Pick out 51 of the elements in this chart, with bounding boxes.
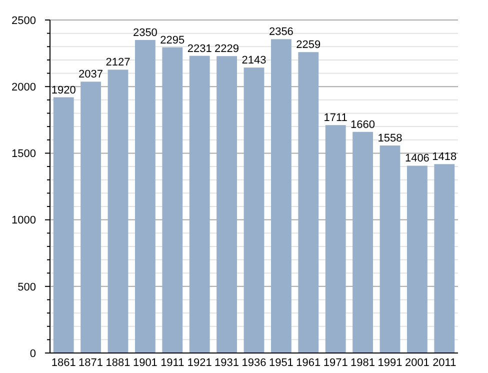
bar <box>80 82 101 353</box>
data-label: 2350 <box>132 26 158 39</box>
data-label: 2127 <box>106 56 130 69</box>
x-tick-label: 2011 <box>432 357 456 369</box>
x-tick-label: 1991 <box>378 357 402 369</box>
x-tick-label: 1921 <box>187 357 212 369</box>
x-tick-label: 1901 <box>132 357 158 369</box>
bar <box>407 166 428 353</box>
x-tick-label: 1961 <box>296 357 321 369</box>
bar <box>108 70 128 353</box>
data-label: 1711 <box>324 112 348 124</box>
x-tick-label: 1861 <box>51 357 76 369</box>
bar <box>352 132 373 353</box>
bar <box>380 145 400 353</box>
y-tick-label: 500 <box>18 281 36 294</box>
bar <box>216 56 237 353</box>
bar <box>244 68 264 353</box>
bar <box>298 52 319 353</box>
x-tick-label: 1911 <box>160 357 184 369</box>
x-tick-label: 1951 <box>268 357 294 369</box>
bar <box>53 97 74 353</box>
bar <box>189 56 210 353</box>
x-tick-label: 1881 <box>106 357 130 369</box>
data-label: 1406 <box>404 152 430 165</box>
x-tick-label: 1981 <box>350 357 376 369</box>
bar <box>434 164 455 353</box>
data-label: 2229 <box>214 43 240 56</box>
data-label: 1558 <box>378 132 402 144</box>
x-tick-label: 2001 <box>404 357 430 369</box>
bar <box>135 40 156 353</box>
bar <box>325 125 346 353</box>
data-label: 2295 <box>160 34 185 46</box>
data-label: 1660 <box>350 118 376 131</box>
x-tick-label: 1971 <box>323 357 348 369</box>
y-tick-label: 1500 <box>12 148 36 160</box>
data-label: 2259 <box>296 39 321 52</box>
x-tick-label: 1931 <box>214 357 240 369</box>
data-label: 2356 <box>268 26 294 38</box>
data-label: 1920 <box>51 84 76 96</box>
x-tick-label: 1936 <box>242 357 266 369</box>
data-label: 1418 <box>432 151 457 164</box>
bar <box>162 47 183 353</box>
x-tick-label: 1871 <box>78 357 104 369</box>
data-label: 2143 <box>242 54 266 67</box>
y-tick-label: 2000 <box>12 81 36 94</box>
bar <box>271 39 292 353</box>
y-tick-label: 2500 <box>12 14 36 27</box>
data-label: 2037 <box>78 68 104 81</box>
y-tick-label: 0 <box>30 348 36 360</box>
y-tick-label: 1000 <box>12 214 36 227</box>
data-label: 2231 <box>187 42 212 55</box>
